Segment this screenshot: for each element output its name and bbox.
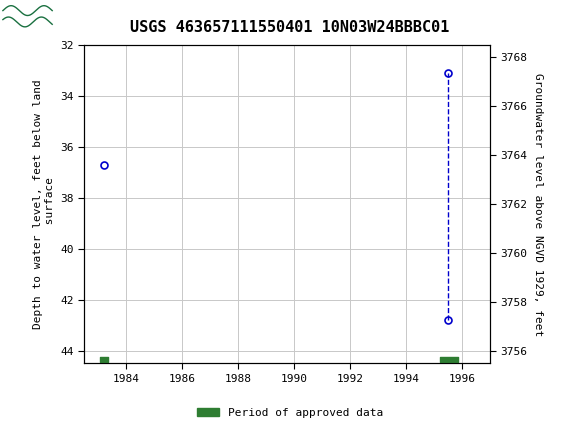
Y-axis label: Groundwater level above NGVD 1929, feet: Groundwater level above NGVD 1929, feet bbox=[533, 73, 543, 336]
Text: USGS: USGS bbox=[61, 10, 116, 28]
Y-axis label: Depth to water level, feet below land
 surface: Depth to water level, feet below land su… bbox=[33, 80, 55, 329]
Text: USGS 463657111550401 10N03W24BBBC01: USGS 463657111550401 10N03W24BBBC01 bbox=[130, 21, 450, 35]
Bar bbox=[1, 2, 56, 36]
Legend: Period of approved data: Period of approved data bbox=[193, 403, 387, 422]
